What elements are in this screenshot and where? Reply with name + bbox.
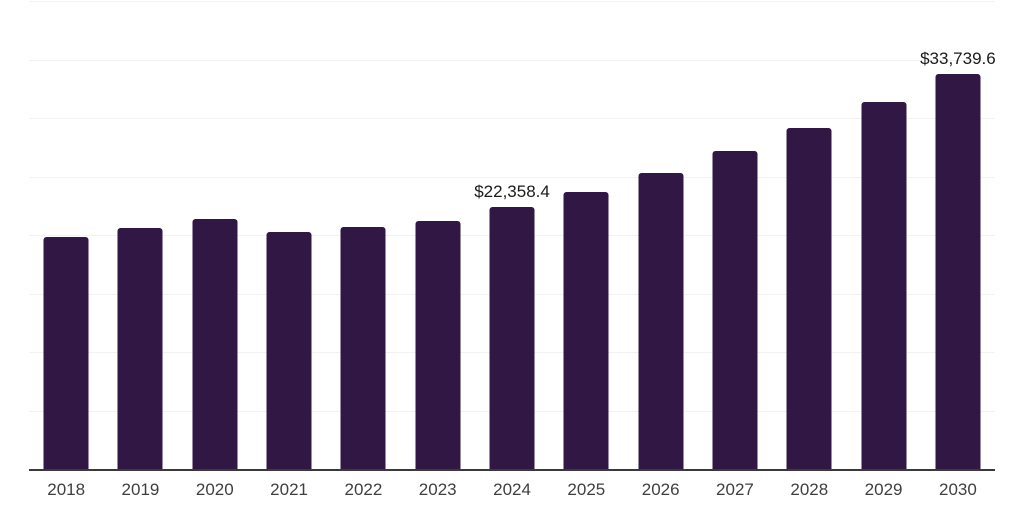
- bar-band-2026: [624, 1, 698, 469]
- x-tick-2029: 2029: [864, 480, 903, 499]
- bar-2029: [861, 101, 907, 469]
- bar-2023: [415, 220, 461, 469]
- gridline-30000: [29, 118, 995, 119]
- x-tick-2023: 2023: [418, 480, 457, 499]
- x-axis-line: [29, 469, 995, 471]
- bar-2018: [43, 236, 89, 469]
- bar-band-2021: [252, 1, 326, 469]
- x-tick-2019: 2019: [121, 480, 160, 499]
- x-tick-2024: 2024: [493, 480, 531, 499]
- x-tick-2030: 2030: [938, 480, 977, 499]
- bar-2025: [563, 191, 609, 469]
- bar-band-2019: [103, 1, 177, 469]
- value-label-2030: $33,739.6: [920, 49, 996, 69]
- value-label-2024: $22,358.4: [474, 182, 550, 202]
- bar-2022: [340, 227, 386, 469]
- bar-2019: [117, 227, 163, 469]
- gridline-35000: [29, 59, 995, 61]
- bar-band-2022: [326, 1, 400, 469]
- gridline-25000: [29, 176, 995, 178]
- bar-band-2030: $33,739.6: [920, 1, 996, 469]
- bar-band-2027: [698, 1, 772, 469]
- bar-2030: [935, 74, 981, 469]
- x-tick-2025: 2025: [567, 480, 606, 499]
- bar-2028: [786, 127, 832, 469]
- x-tick-2028: 2028: [790, 480, 829, 499]
- gridline-40000: [29, 1, 995, 2]
- bar-2020: [192, 218, 238, 469]
- x-axis-tick-labels: 2018 2019 2020 2021 2022 2023 2024 2025 2026 2027…: [29, 480, 995, 500]
- bar-band-2024: $22,358.4: [474, 1, 550, 469]
- bar-band-2018: [29, 1, 103, 469]
- bar-band-2028: [772, 1, 846, 469]
- bar-band-2029: [846, 1, 920, 469]
- bar-band-2020: [178, 1, 252, 469]
- bar-2026: [638, 173, 684, 469]
- x-tick-2022: 2022: [344, 480, 383, 499]
- bar-2024: [489, 207, 535, 469]
- bar-band-2025: [549, 1, 623, 469]
- x-tick-2026: 2026: [641, 480, 680, 499]
- x-tick-2020: 2020: [195, 480, 234, 499]
- plot-area: $22,358.4 $33,739.6: [29, 1, 996, 471]
- bar-2027: [712, 150, 758, 469]
- bar-band-2023: [401, 1, 475, 469]
- bar-series: $22,358.4 $33,739.6: [29, 1, 996, 469]
- x-tick-2021: 2021: [270, 480, 308, 499]
- x-tick-2018: 2018: [47, 480, 86, 499]
- bar-2021: [266, 231, 312, 469]
- x-tick-2027: 2027: [716, 480, 754, 499]
